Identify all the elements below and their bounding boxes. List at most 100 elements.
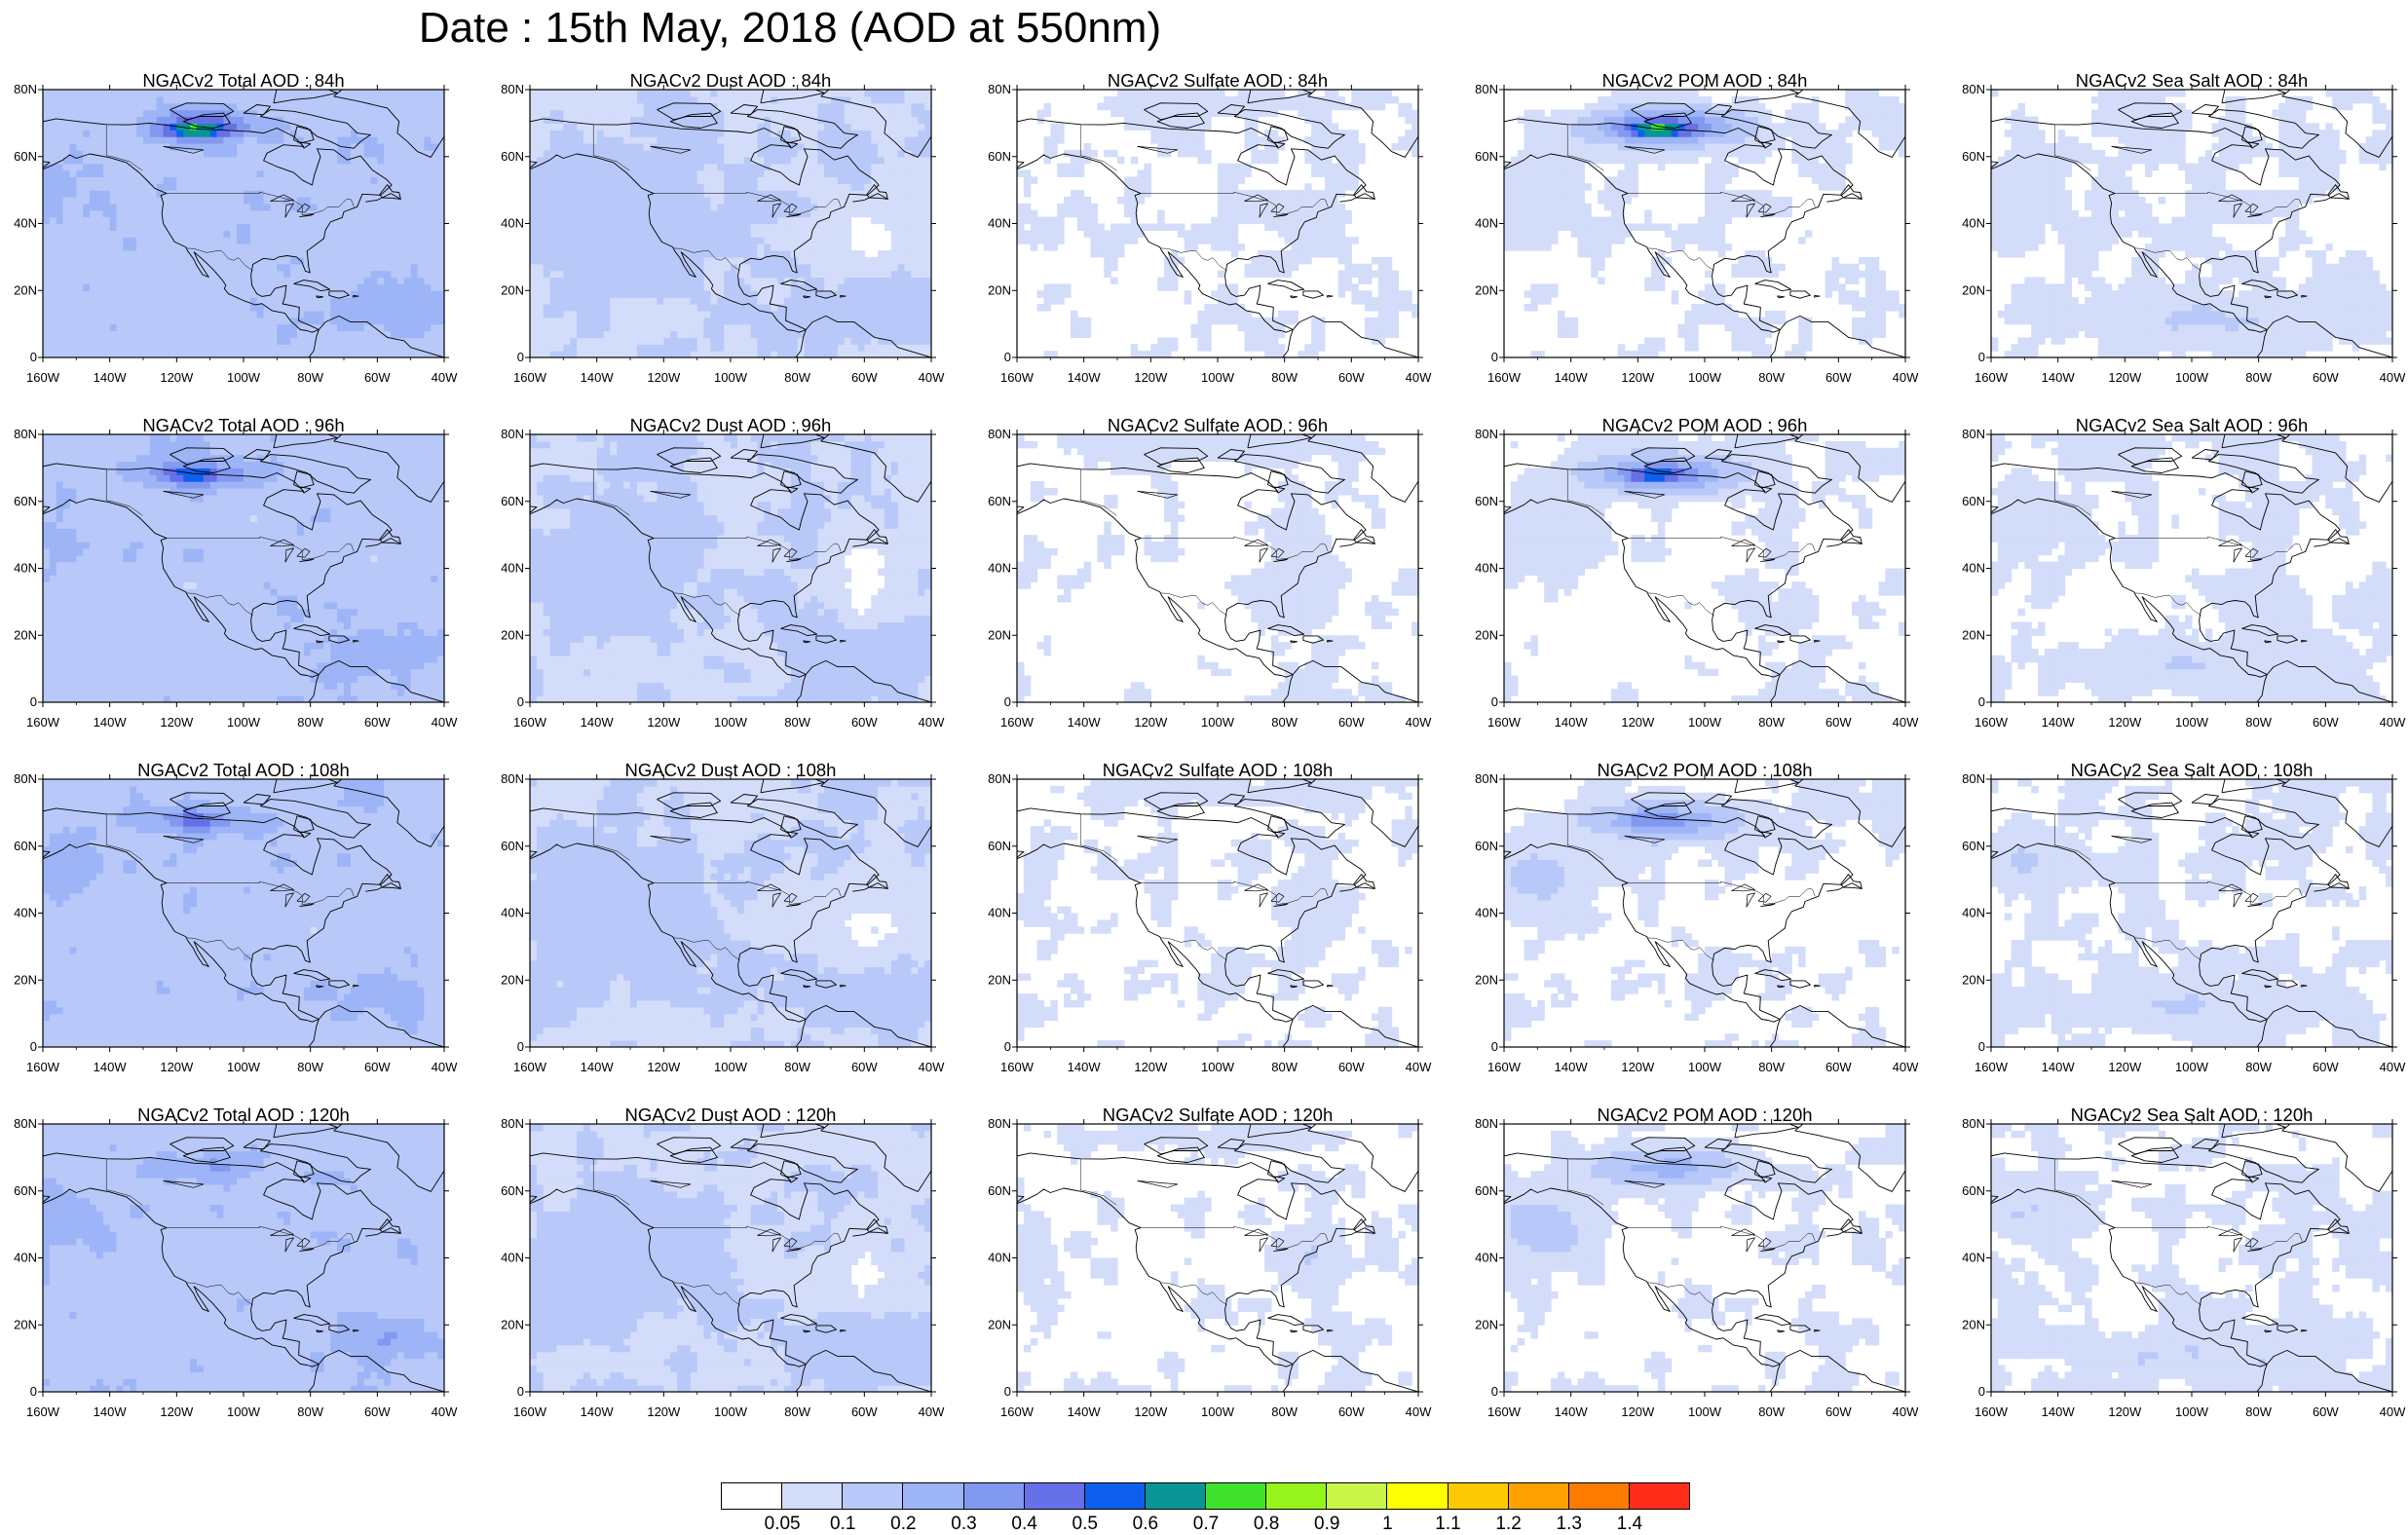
lon-tick-label: 120W bbox=[647, 370, 681, 385]
lon-tick-label: 100W bbox=[227, 1404, 261, 1419]
lat-tick-label: 20N bbox=[1962, 1317, 1985, 1331]
lat-tick-label: 40N bbox=[988, 561, 1011, 576]
lon-tick-label: 140W bbox=[2042, 715, 2076, 730]
lat-tick-label: 80N bbox=[1962, 82, 1985, 96]
lon-tick-label: 160W bbox=[513, 1060, 547, 1074]
lon-tick-label: 60W bbox=[851, 1060, 878, 1074]
lon-tick-label: 80W bbox=[297, 370, 323, 385]
lat-tick-label: 60N bbox=[501, 1183, 524, 1198]
lon-tick-label: 120W bbox=[1621, 715, 1655, 730]
lon-tick-label: 80W bbox=[1271, 1404, 1298, 1419]
aod-field bbox=[1991, 779, 2393, 1048]
lat-tick-label: 20N bbox=[988, 1317, 1011, 1331]
aod-field bbox=[530, 434, 932, 703]
lon-tick-label: 140W bbox=[1555, 370, 1589, 385]
colorbar-label: 1.4 bbox=[1617, 1514, 1642, 1535]
colorbar-label: 1.2 bbox=[1495, 1514, 1521, 1535]
lat-tick-label: 60N bbox=[501, 149, 524, 164]
lat-tick-label: 40N bbox=[1962, 561, 1985, 576]
colorbar-swatch bbox=[902, 1482, 963, 1510]
lat-tick-label: 60N bbox=[501, 494, 524, 508]
lon-tick-label: 140W bbox=[581, 715, 615, 730]
colorbar-label: 0.1 bbox=[830, 1514, 855, 1535]
lon-tick-label: 40W bbox=[432, 370, 458, 385]
aod-field bbox=[1017, 90, 1419, 358]
lat-tick-label: 40N bbox=[988, 216, 1011, 231]
lat-tick-label: 80N bbox=[14, 771, 37, 786]
lon-tick-label: 140W bbox=[1555, 715, 1589, 730]
lat-tick-label: 40N bbox=[501, 1251, 524, 1265]
lat-tick-label: 20N bbox=[501, 972, 524, 987]
colorbar-label: 0.3 bbox=[951, 1514, 976, 1535]
lon-tick-label: 160W bbox=[1975, 715, 2009, 730]
lat-tick-label: 0 bbox=[1491, 350, 1498, 364]
lon-tick-label: 140W bbox=[94, 1404, 128, 1419]
lon-tick-label: 120W bbox=[1134, 370, 1168, 385]
lon-tick-label: 100W bbox=[2175, 715, 2209, 730]
aod-field bbox=[1991, 434, 2393, 703]
lat-tick-label: 0 bbox=[1978, 1384, 1985, 1399]
aod-field bbox=[1504, 90, 1906, 358]
lon-tick-label: 120W bbox=[1134, 1404, 1168, 1419]
lat-tick-label: 40N bbox=[14, 216, 37, 231]
lon-tick-label: 120W bbox=[160, 1060, 194, 1074]
lon-tick-label: 40W bbox=[1893, 1404, 1919, 1419]
lon-tick-label: 80W bbox=[1758, 1060, 1785, 1074]
lat-tick-label: 60N bbox=[1475, 839, 1498, 853]
lon-tick-label: 120W bbox=[647, 715, 681, 730]
colorbar-swatch bbox=[1024, 1482, 1085, 1510]
lon-tick-label: 120W bbox=[647, 1404, 681, 1419]
lat-tick-label: 80N bbox=[988, 82, 1011, 96]
aod-field bbox=[1017, 1124, 1419, 1393]
lon-tick-label: 60W bbox=[364, 370, 391, 385]
lon-tick-label: 100W bbox=[2175, 370, 2209, 385]
lat-tick-label: 40N bbox=[1475, 1251, 1498, 1265]
lon-tick-label: 40W bbox=[919, 370, 945, 385]
lat-tick-label: 80N bbox=[1475, 82, 1498, 96]
lat-tick-label: 60N bbox=[988, 1183, 1011, 1198]
colorbar-swatch bbox=[1326, 1482, 1387, 1510]
lon-tick-label: 80W bbox=[297, 715, 323, 730]
lon-tick-label: 140W bbox=[581, 1060, 615, 1074]
lon-tick-label: 160W bbox=[1975, 1060, 2009, 1074]
lon-tick-label: 140W bbox=[2042, 370, 2076, 385]
lon-tick-label: 140W bbox=[1555, 1060, 1589, 1074]
lat-tick-label: 80N bbox=[501, 427, 524, 441]
colorbar-swatch bbox=[721, 1482, 782, 1510]
lat-tick-label: 0 bbox=[1978, 1039, 1985, 1054]
colorbar-swatch bbox=[1448, 1482, 1509, 1510]
lat-tick-label: 80N bbox=[1475, 1116, 1498, 1131]
aod-field bbox=[1504, 434, 1906, 703]
colorbar-label: 1.1 bbox=[1435, 1514, 1460, 1535]
lat-tick-label: 80N bbox=[501, 771, 524, 786]
lon-tick-label: 60W bbox=[1338, 715, 1365, 730]
lon-tick-label: 40W bbox=[919, 1404, 945, 1419]
colorbar-label: 1.3 bbox=[1557, 1514, 1582, 1535]
lat-tick-label: 20N bbox=[1962, 972, 1985, 987]
lon-tick-label: 120W bbox=[1621, 1060, 1655, 1074]
lon-tick-label: 60W bbox=[2313, 1404, 2339, 1419]
lon-tick-label: 100W bbox=[1201, 1060, 1235, 1074]
colorbar-swatch bbox=[1205, 1482, 1266, 1510]
colorbar-swatch bbox=[1386, 1482, 1448, 1510]
lon-tick-label: 140W bbox=[2042, 1060, 2076, 1074]
lat-tick-label: 0 bbox=[1004, 1039, 1011, 1054]
lon-tick-label: 40W bbox=[1406, 715, 1432, 730]
lat-tick-label: 20N bbox=[501, 1317, 524, 1331]
lon-tick-label: 80W bbox=[2245, 1060, 2272, 1074]
lon-tick-label: 100W bbox=[714, 370, 748, 385]
lat-tick-label: 0 bbox=[1004, 350, 1011, 364]
